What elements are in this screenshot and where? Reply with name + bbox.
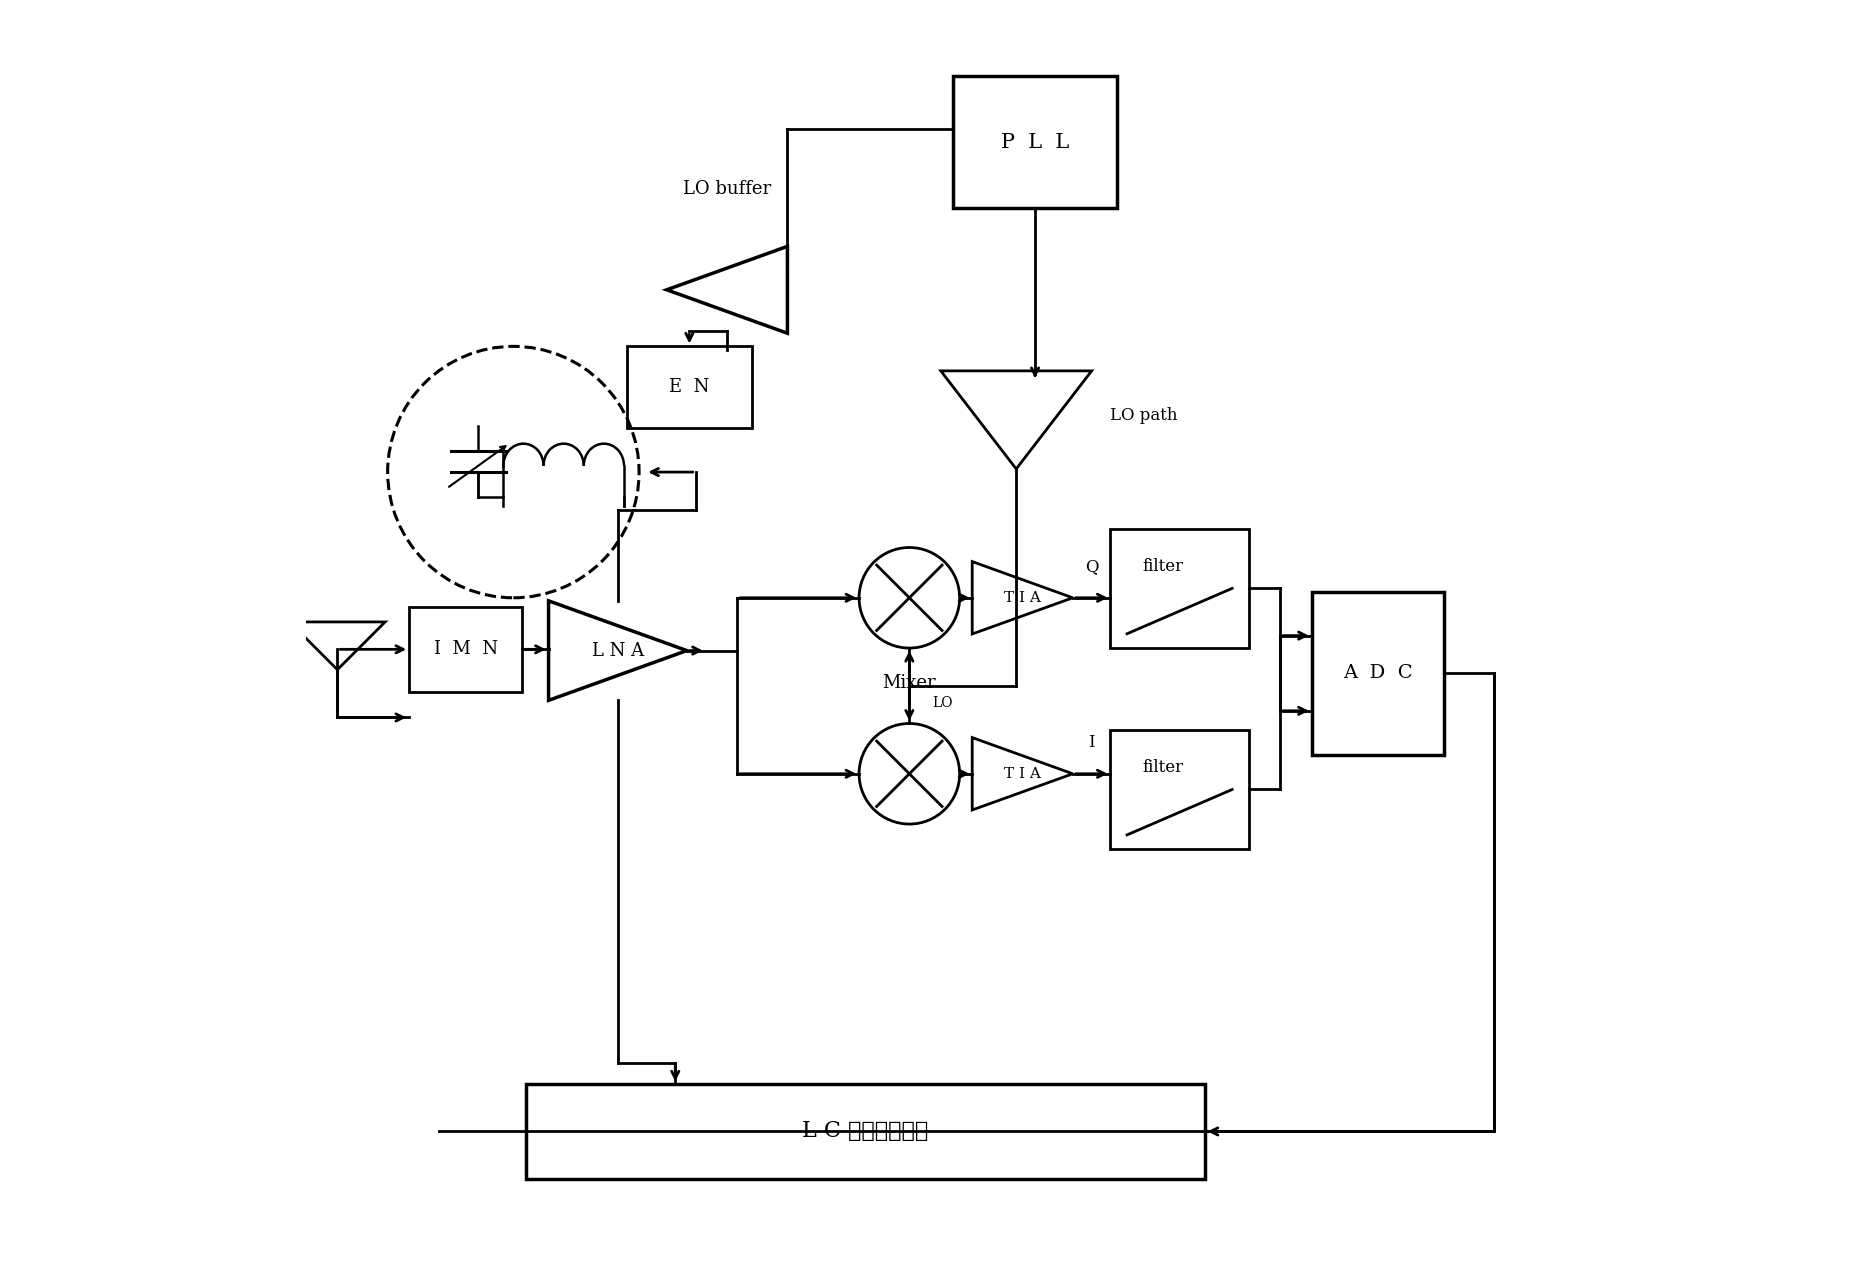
- Text: filter: filter: [1142, 558, 1183, 576]
- Text: I  M  N: I M N: [434, 641, 497, 658]
- Bar: [1110, 730, 1248, 849]
- Text: LO: LO: [933, 695, 953, 709]
- Bar: [409, 606, 521, 693]
- Text: LO buffer: LO buffer: [682, 180, 772, 198]
- Bar: [626, 347, 751, 428]
- Bar: [1110, 529, 1248, 648]
- Text: T I A: T I A: [1004, 591, 1041, 605]
- Bar: [953, 76, 1118, 208]
- Text: Q: Q: [1084, 558, 1099, 576]
- Text: Mixer: Mixer: [882, 674, 936, 693]
- Text: T I A: T I A: [1004, 766, 1041, 780]
- Text: E  N: E N: [669, 379, 710, 397]
- Text: L C 自动校准算法: L C 自动校准算法: [802, 1121, 929, 1143]
- Text: A  D  C: A D C: [1342, 665, 1413, 683]
- Bar: [1312, 591, 1443, 755]
- Text: filter: filter: [1142, 760, 1183, 777]
- Text: I: I: [1088, 735, 1095, 751]
- Text: LO path: LO path: [1110, 407, 1177, 425]
- Bar: [525, 1084, 1206, 1178]
- Text: P  L  L: P L L: [1002, 132, 1069, 151]
- Text: L N A: L N A: [592, 642, 643, 660]
